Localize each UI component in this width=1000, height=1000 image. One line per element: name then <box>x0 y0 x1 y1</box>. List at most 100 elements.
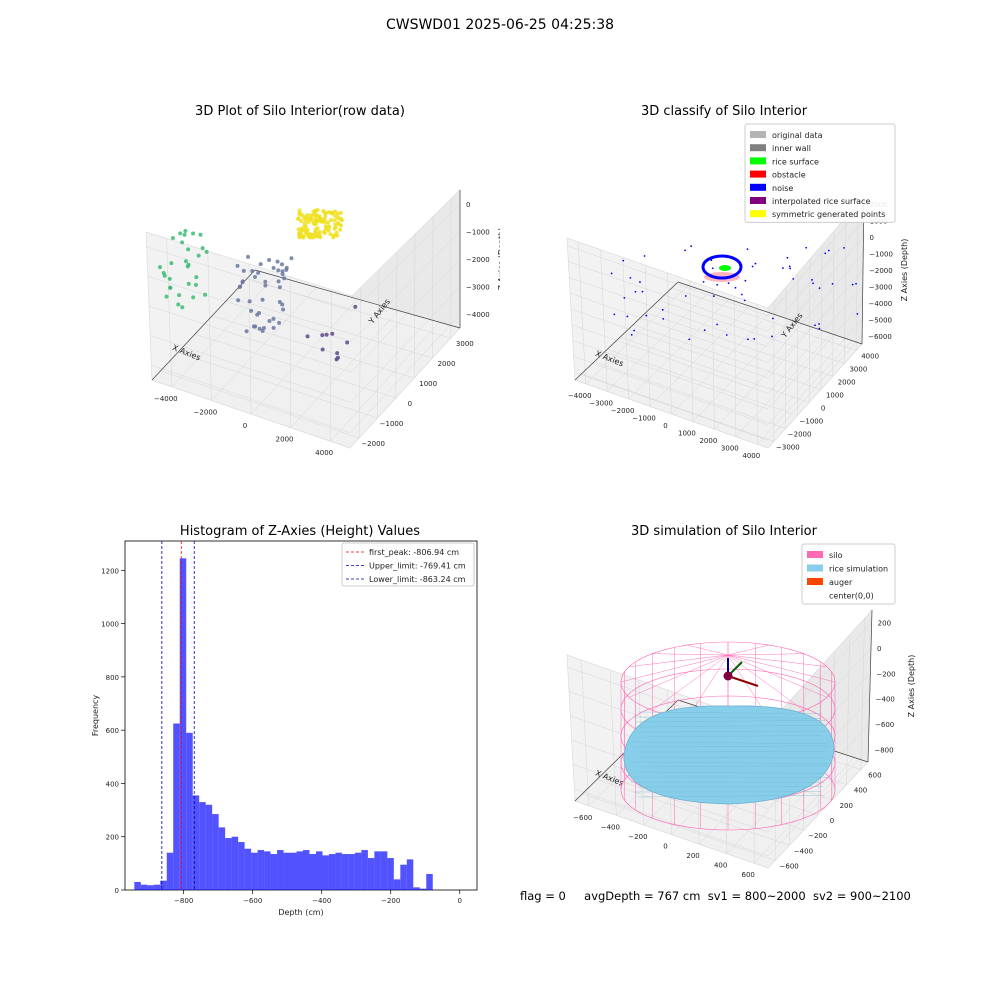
data-point <box>279 262 284 267</box>
z-axis-label: Z Axies (Depth) <box>900 239 909 302</box>
histogram-bar <box>393 879 401 890</box>
noise-point <box>811 278 813 281</box>
y-tick-label: 400 <box>106 780 119 788</box>
data-point <box>297 235 302 240</box>
histogram-bar <box>251 852 258 890</box>
legend-label: center(0,0) <box>829 592 874 601</box>
data-point <box>244 329 249 334</box>
grid-line <box>177 352 378 419</box>
data-point <box>303 224 308 229</box>
rice-surface-patch <box>719 265 731 271</box>
grid-line <box>350 286 461 403</box>
panel3-title: Histogram of Z-Axies (Height) Values <box>179 524 421 539</box>
silo-cone <box>629 654 729 667</box>
panel2-title: 3D classify of Silo Interior <box>640 104 808 119</box>
rice-mesh <box>637 795 825 798</box>
z-tick-label: −5000 <box>868 316 892 324</box>
grid-line <box>645 312 833 377</box>
legend-label: auger <box>829 578 853 587</box>
x-tick-label: −4000 <box>154 395 178 403</box>
grid-line <box>146 246 352 312</box>
noise-point <box>716 283 719 286</box>
z-tick-label: −3000 <box>869 283 893 291</box>
grid-line <box>671 287 857 351</box>
data-point <box>306 220 311 225</box>
data-point <box>180 305 185 310</box>
histogram-bar <box>192 795 200 890</box>
data-point <box>329 218 334 223</box>
legend-swatch <box>807 564 823 572</box>
y-axis-line <box>254 269 461 329</box>
noise-point <box>613 313 616 316</box>
data-point <box>323 211 328 216</box>
figure-suptitle: CWSWD01 2025-06-25 04:25:38 <box>385 17 615 33</box>
y-tick-label: −3000 <box>776 444 800 452</box>
grid-line <box>574 371 769 441</box>
legend-label: Upper_limit: -769.41 cm <box>369 562 466 571</box>
rice-mesh <box>635 720 828 723</box>
data-point <box>167 276 172 281</box>
noise-point <box>805 246 808 249</box>
y-tick-label: 1000 <box>419 380 437 388</box>
grid-line <box>767 749 869 857</box>
histogram-bar <box>348 854 355 890</box>
grid-line <box>767 286 863 394</box>
noise-point <box>629 277 632 279</box>
data-point <box>320 333 325 338</box>
z-axis-label: Z Axies (Depth) <box>907 655 916 718</box>
histogram-bar <box>244 848 252 890</box>
data-point <box>321 229 326 234</box>
legend-label: Lower_limit: -863.24 cm <box>369 575 466 584</box>
histogram-bar <box>238 842 245 890</box>
x-tick-label: 600 <box>742 871 755 879</box>
histogram-bar <box>186 732 193 890</box>
data-point <box>253 324 258 329</box>
legend-label: rice simulation <box>829 565 888 574</box>
grid-line <box>573 356 769 425</box>
chart-3d-raw-data: −4000 −2000 0 2000 4000 3000 2000 1000 0 −1000 −20… <box>145 189 500 457</box>
x-tick-label: −4000 <box>568 392 592 400</box>
data-point <box>249 308 254 313</box>
x-tick-label: 0 <box>663 843 667 851</box>
data-point <box>332 218 337 223</box>
legend-panel3 <box>341 542 475 587</box>
noise-point <box>633 329 636 332</box>
grid-line <box>767 335 863 441</box>
noise-point <box>661 308 664 311</box>
noise-point <box>744 279 747 282</box>
data-point <box>299 226 304 231</box>
data-point <box>296 227 301 232</box>
y-tick-label: −600 <box>780 862 799 870</box>
noise-point <box>818 323 821 325</box>
noise-point <box>630 333 633 336</box>
data-point <box>235 263 240 268</box>
data-point <box>334 357 339 362</box>
x-tick-label: −200 <box>628 833 647 841</box>
z-tick-label: −1000 <box>869 251 893 259</box>
noise-point <box>789 267 792 270</box>
data-point <box>333 222 338 227</box>
rice-mesh <box>638 711 823 714</box>
x-tick-label: 400 <box>714 862 727 870</box>
noise-point <box>740 293 743 296</box>
grid-line <box>767 319 863 425</box>
legend-label: symmetric generated points <box>772 210 885 219</box>
data-point <box>338 210 343 215</box>
y-tick-label: 1200 <box>101 567 119 575</box>
data-point <box>194 275 199 280</box>
noise-point <box>684 295 687 297</box>
grid-line <box>211 287 317 401</box>
noise-point <box>684 249 687 252</box>
noise-point <box>711 267 714 270</box>
y-tick-label: 4000 <box>861 353 879 361</box>
noise-point <box>788 265 791 268</box>
histogram-bar <box>426 874 433 890</box>
data-point <box>257 311 262 316</box>
data-point <box>260 328 265 333</box>
y-axis-label: Frequency <box>91 695 100 737</box>
data-point <box>267 318 272 323</box>
histogram-bar <box>361 850 368 890</box>
x-tick-label: −800 <box>174 897 193 905</box>
panel4-title: 3D simulation of Silo Interior <box>631 524 817 539</box>
histogram-bar <box>367 858 375 890</box>
